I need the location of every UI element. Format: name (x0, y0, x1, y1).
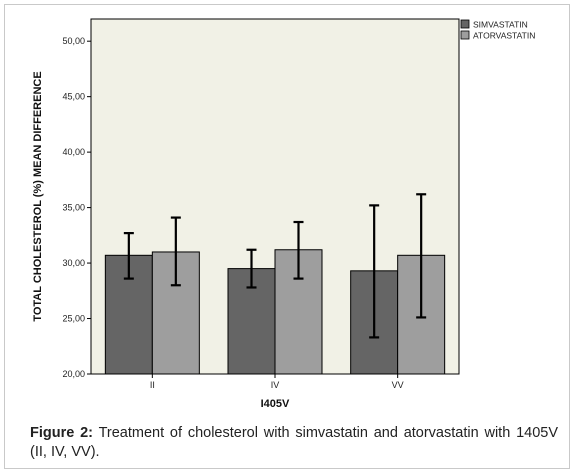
figure-caption: Figure 2: Treatment of cholesterol with … (30, 424, 558, 462)
x-axis-title: I405V (261, 398, 290, 410)
y-tick-label: 40,00 (62, 147, 85, 157)
y-axis-title: TOTAL CHOLESTEROL (%) MEAN DIFFERENCE (32, 71, 44, 321)
x-tick-label: IV (271, 380, 280, 390)
y-tick-label: 25,00 (62, 314, 85, 324)
y-tick-label: 50,00 (62, 36, 85, 46)
legend-label: SIMVASTATIN (473, 20, 528, 30)
figure-frame: 20,00 25,00 30,00 35,00 40,00 45,00 50,00 TOTAL… (4, 4, 570, 469)
x-tick-label: VV (392, 380, 404, 390)
caption-label: Figure 2: (30, 425, 94, 441)
y-tick-label: 35,00 (62, 203, 85, 213)
caption-text: Treatment of cholesterol with simvastati… (30, 425, 558, 460)
legend-swatch (460, 19, 470, 29)
bar-chart: 20,00 25,00 30,00 35,00 40,00 45,00 50,00 TOTAL… (32, 18, 535, 410)
x-tick-label: II (150, 380, 155, 390)
y-tick-label: 45,00 (62, 92, 85, 102)
legend-swatch (460, 30, 470, 40)
legend-label: ATORVASTATIN (473, 31, 535, 41)
y-tick-label: 20,00 (62, 369, 85, 379)
y-tick-label: 30,00 (62, 258, 85, 268)
bar (151, 251, 200, 375)
